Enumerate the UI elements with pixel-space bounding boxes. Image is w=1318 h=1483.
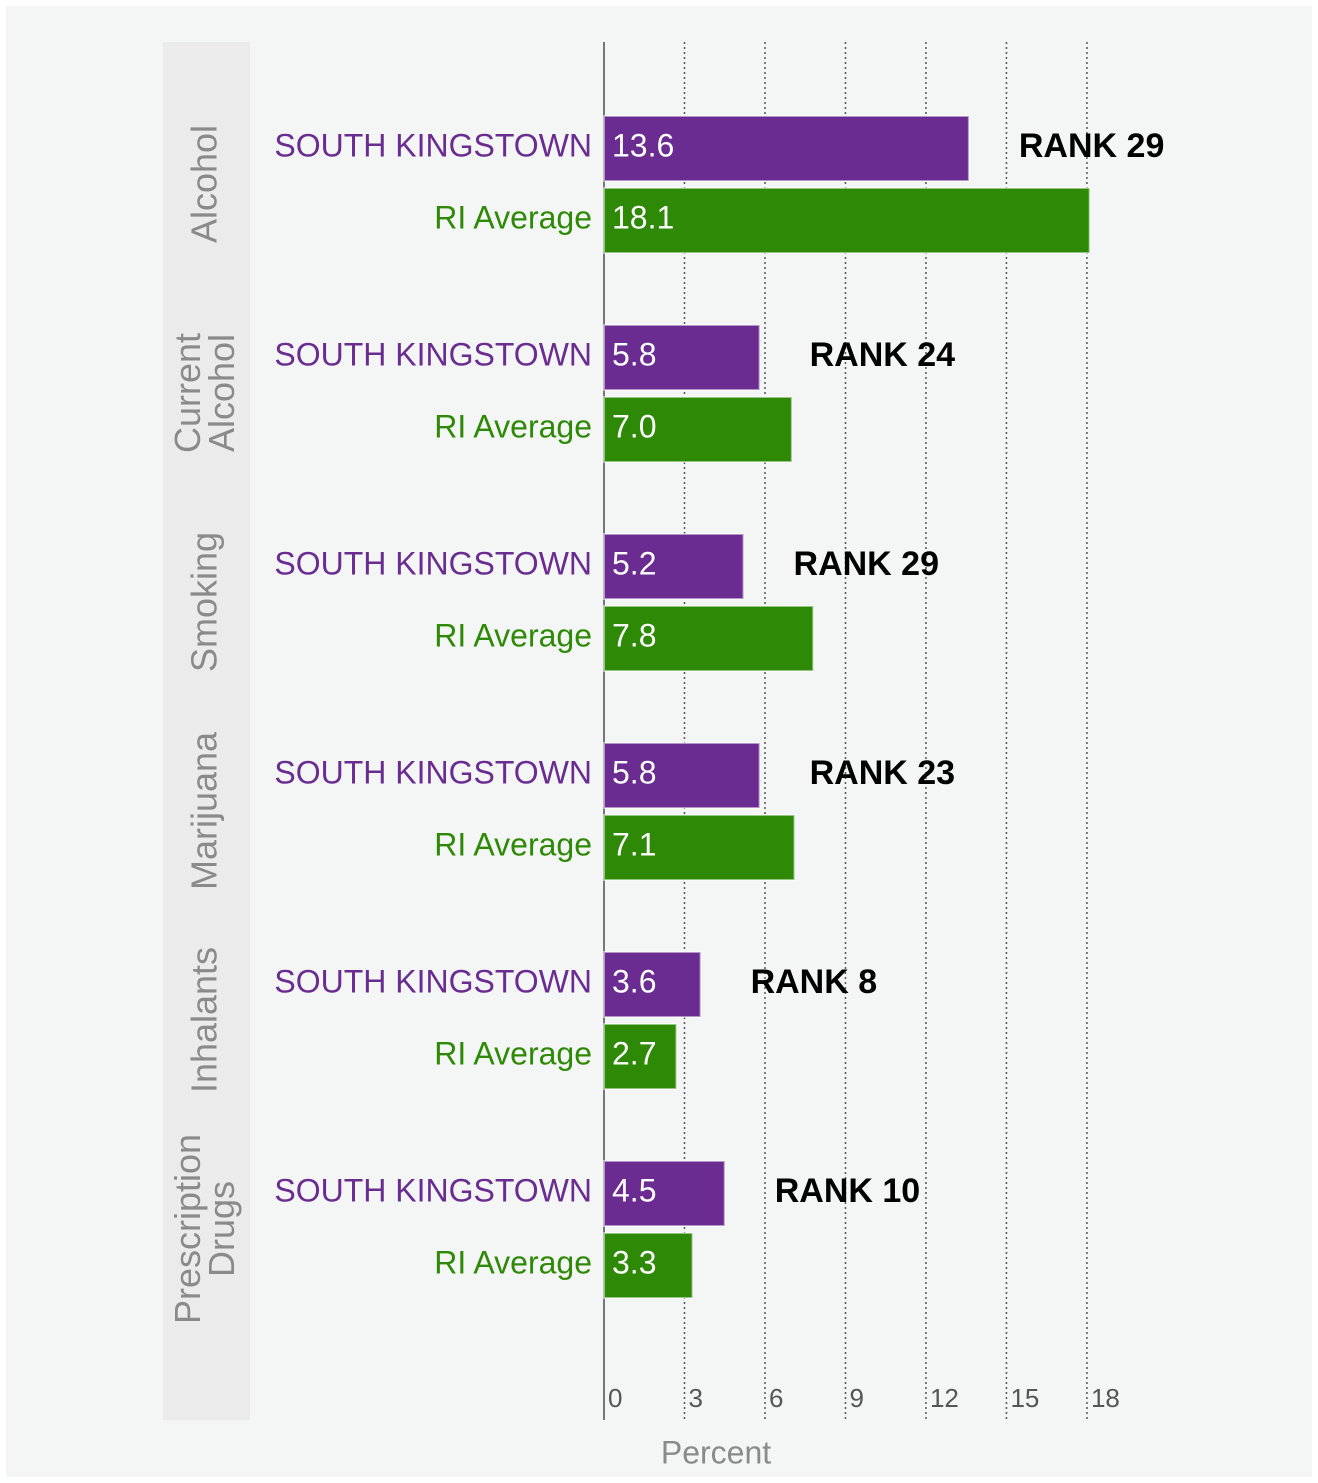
bar bbox=[603, 1160, 726, 1227]
value-label: 3.3 bbox=[612, 1244, 656, 1280]
x-axis-label: Percent bbox=[661, 1434, 771, 1470]
bar bbox=[603, 187, 1091, 254]
bar bbox=[603, 324, 761, 391]
series-label: RI Average bbox=[434, 1035, 592, 1071]
value-label: 4.5 bbox=[612, 1172, 656, 1208]
value-label: 7.8 bbox=[612, 617, 656, 653]
x-tick-label: 9 bbox=[849, 1383, 863, 1413]
bar bbox=[603, 115, 970, 182]
bar bbox=[603, 1232, 694, 1299]
value-label: 7.1 bbox=[612, 826, 656, 862]
bar bbox=[603, 814, 796, 881]
series-label: SOUTH KINGSTOWN bbox=[274, 127, 592, 163]
series-label: SOUTH KINGSTOWN bbox=[274, 754, 592, 790]
bar bbox=[603, 533, 745, 600]
bar bbox=[603, 742, 761, 809]
category-label: Alcohol bbox=[184, 125, 225, 243]
annotation: RANK 29 bbox=[794, 545, 939, 583]
x-tick-label: 15 bbox=[1010, 1383, 1039, 1413]
series-label: SOUTH KINGSTOWN bbox=[274, 963, 592, 999]
series-label: RI Average bbox=[434, 199, 592, 235]
annotation: RANK 10 bbox=[775, 1172, 920, 1210]
category-label: Marijuana bbox=[184, 731, 225, 890]
series-label: RI Average bbox=[434, 408, 592, 444]
annotation: RANK 29 bbox=[1019, 127, 1164, 165]
series-label: RI Average bbox=[434, 826, 592, 862]
annotation: RANK 8 bbox=[751, 963, 878, 1001]
value-label: 2.7 bbox=[612, 1035, 656, 1071]
category-label: PrescriptionDrugs bbox=[167, 1134, 242, 1324]
value-label: 5.8 bbox=[612, 336, 656, 372]
category-band bbox=[163, 42, 250, 1420]
bar bbox=[603, 396, 793, 463]
value-label: 5.2 bbox=[612, 545, 656, 581]
value-label: 13.6 bbox=[612, 127, 674, 163]
x-tick-label: 6 bbox=[769, 1383, 783, 1413]
category-label: Smoking bbox=[184, 532, 225, 672]
bar bbox=[603, 1023, 678, 1090]
series-label: SOUTH KINGSTOWN bbox=[274, 1172, 592, 1208]
bar bbox=[603, 605, 815, 672]
series-label: RI Average bbox=[434, 1244, 592, 1280]
x-tick-label: 3 bbox=[688, 1383, 702, 1413]
series-label: SOUTH KINGSTOWN bbox=[274, 545, 592, 581]
category-label: CurrentAlcohol bbox=[167, 333, 242, 453]
annotation: RANK 23 bbox=[810, 754, 955, 792]
series-label: SOUTH KINGSTOWN bbox=[274, 336, 592, 372]
category-label: Inhalants bbox=[184, 947, 225, 1093]
value-label: 3.6 bbox=[612, 963, 656, 999]
value-label: 7.0 bbox=[612, 408, 656, 444]
bar bbox=[603, 951, 702, 1018]
series-label: RI Average bbox=[434, 617, 592, 653]
x-tick-label: 12 bbox=[930, 1383, 959, 1413]
value-label: 5.8 bbox=[612, 754, 656, 790]
x-tick-label: 0 bbox=[608, 1383, 622, 1413]
annotation: RANK 24 bbox=[810, 336, 956, 374]
value-label: 18.1 bbox=[612, 199, 674, 235]
x-tick-label: 18 bbox=[1091, 1383, 1120, 1413]
